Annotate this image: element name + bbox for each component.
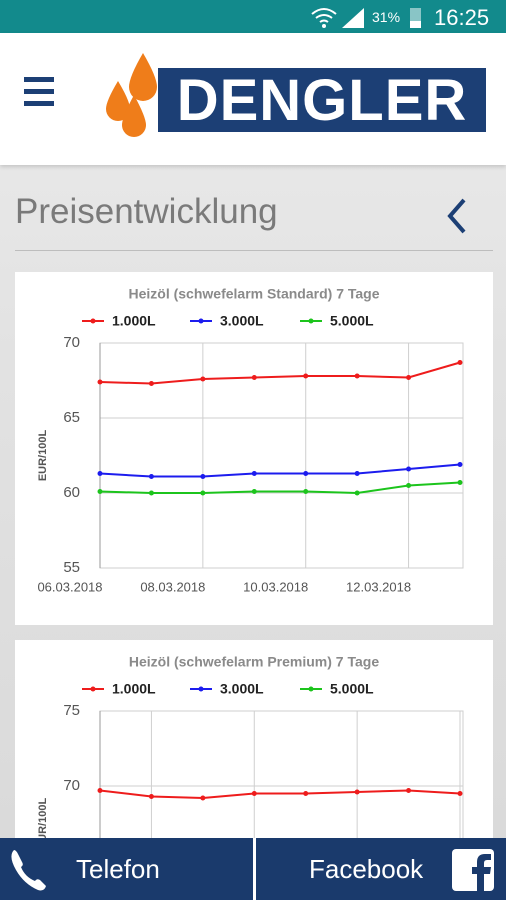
y-tick-label: 60: [63, 484, 80, 501]
data-point: [354, 789, 360, 795]
legend-label: 3.000L: [220, 681, 264, 697]
data-point: [354, 471, 360, 476]
data-point: [251, 489, 257, 494]
data-point: [354, 373, 360, 379]
y-axis-label: EUR/100L: [37, 798, 49, 850]
data-point: [200, 376, 206, 382]
chart: Heizöl (schwefelarm Standard) 7 Tage 1.00…: [37, 286, 464, 594]
phone-button[interactable]: Telefon: [76, 854, 160, 884]
chart-title: Heizöl (schwefelarm Standard) 7 Tage: [128, 286, 379, 302]
back-button[interactable]: [442, 196, 472, 236]
legend-dot: [198, 686, 204, 692]
legend-dot: [90, 318, 96, 324]
app-header: DENGLER: [0, 33, 506, 165]
legend-label: 5.000L: [330, 681, 374, 697]
menu-icon[interactable]: [24, 77, 54, 82]
chart-title: Heizöl (schwefelarm Premium) 7 Tage: [129, 654, 379, 670]
data-point: [303, 373, 309, 379]
chart: Heizöl (schwefelarm Premium) 7 Tage 1.000…: [37, 654, 464, 900]
data-point: [354, 490, 360, 496]
logo-text: DENGLER: [176, 68, 468, 133]
footer-icons: [11, 849, 494, 891]
x-tick-label: 06.03.2018: [37, 579, 102, 594]
status-bar: 31% 16:25: [0, 0, 506, 33]
divider: [15, 250, 493, 251]
data-point: [457, 791, 463, 796]
legend-dot: [308, 686, 314, 692]
series-line: [99, 481, 461, 495]
data-point: [200, 490, 206, 496]
y-tick-label: 55: [63, 559, 80, 576]
data-point: [457, 462, 463, 467]
logo: DENGLER: [158, 68, 486, 133]
x-tick-label: 10.03.2018: [243, 579, 308, 594]
y-tick-label: 75: [63, 702, 80, 719]
data-point: [200, 795, 206, 801]
facebook-button[interactable]: Facebook: [309, 854, 424, 884]
data-point: [406, 375, 412, 380]
data-point: [251, 791, 257, 796]
data-point: [457, 480, 463, 485]
data-point: [97, 471, 103, 476]
y-tick-label: 70: [63, 777, 80, 794]
x-tick-label: 12.03.2018: [346, 579, 411, 594]
data-point: [303, 471, 309, 476]
legend-dot: [90, 686, 96, 692]
legend-label: 1.000L: [112, 681, 156, 697]
legend-dot: [308, 318, 314, 324]
y-tick-label: 70: [63, 334, 80, 351]
page-title: Preisentwicklung: [15, 192, 278, 231]
battery: 31%: [372, 9, 401, 25]
chart-card: Heizöl (schwefelarm Standard) 7 Tage 1.00…: [15, 272, 493, 625]
data-point: [148, 490, 154, 496]
data-point: [303, 791, 309, 796]
data-point: [97, 489, 103, 494]
legend-label: 5.000L: [330, 313, 374, 329]
data-point: [303, 489, 309, 494]
data-point: [97, 788, 103, 793]
y-axis-label: EUR/100L: [37, 430, 49, 482]
series-line: [99, 463, 461, 478]
series-line: [99, 789, 461, 800]
y-tick-label: 65: [63, 409, 80, 426]
x-tick-label: 08.03.2018: [140, 579, 205, 594]
series-line: [99, 361, 461, 385]
data-point: [148, 474, 154, 479]
data-point: [97, 379, 103, 385]
data-point: [406, 788, 412, 793]
clock: 16:25: [434, 5, 490, 30]
data-point: [251, 471, 257, 476]
header-icons: [24, 53, 157, 137]
data-point: [148, 794, 154, 799]
data-point: [406, 483, 412, 488]
status-icons: [311, 8, 421, 28]
legend-label: 1.000L: [112, 313, 156, 329]
data-point: [251, 375, 257, 380]
legend-label: 3.000L: [220, 313, 264, 329]
data-point: [457, 360, 463, 365]
legend-dot: [198, 318, 204, 324]
footer: Telefon Facebook: [0, 838, 506, 900]
data-point: [406, 466, 412, 472]
data-point: [148, 381, 154, 386]
data-point: [200, 474, 206, 479]
